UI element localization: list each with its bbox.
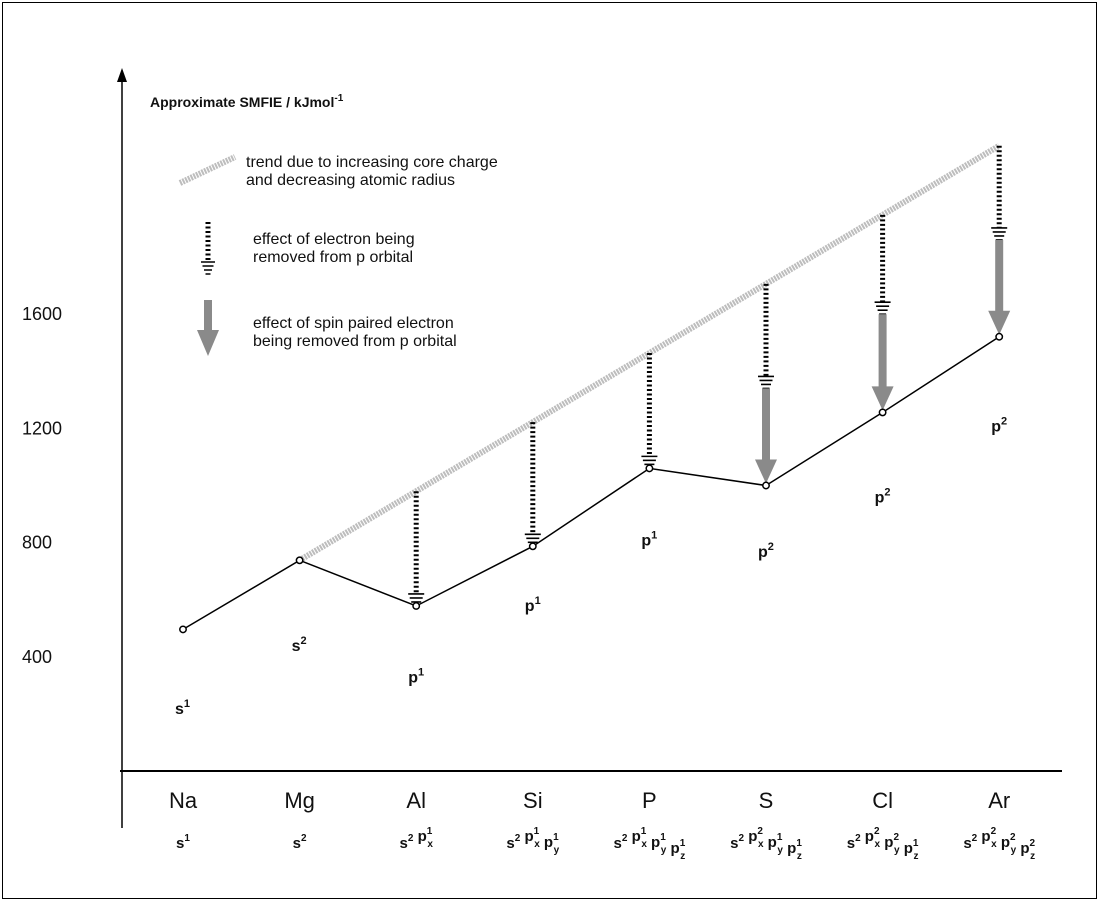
electron-configuration: s2 p2 x p2 y p1 z: [847, 826, 919, 862]
data-point: [528, 542, 537, 551]
electron-configuration: s2 p1 x p1 y: [506, 826, 559, 856]
y-axis-arrowhead: [117, 68, 127, 82]
y-tick-label: 800: [22, 533, 52, 553]
spin-paired-effect-arrow: [988, 239, 1011, 335]
electron-configuration: s2 p2 x p1 y p1 z: [730, 826, 802, 862]
electron-configuration: s2 p1 x: [400, 826, 434, 852]
solid-arrow-head: [988, 310, 1011, 335]
x-category-label: Mg: [284, 788, 315, 813]
electron-configuration: s2 p2 x p2 y p2 z: [963, 826, 1035, 862]
spin-paired-effect-arrow: [755, 388, 777, 484]
x-category-label: P: [642, 788, 657, 813]
solid-arrow-head: [755, 459, 777, 484]
legend-spin-paired-swatch: [197, 300, 219, 356]
electron-configuration: s2: [293, 833, 307, 852]
spin-paired-effect-arrow: [871, 314, 894, 411]
p-orbital-effect-arrow: [408, 491, 425, 607]
x-category-label: Cl: [872, 788, 893, 813]
solid-arrow-shaft: [878, 314, 887, 389]
legend-solid-head: [197, 330, 219, 356]
solid-arrow-head: [871, 386, 894, 411]
p-orbital-effect-arrow: [641, 353, 658, 470]
point-label: p1: [641, 529, 657, 549]
point-label: p2: [991, 415, 1007, 435]
data-point: [995, 332, 1004, 341]
electron-configuration: s1: [176, 833, 190, 852]
data-point: [412, 602, 421, 610]
p-orbital-effect-arrow: [874, 214, 891, 316]
legend-spin-paired-text: being removed from p orbital: [253, 333, 457, 350]
x-category-label: Ar: [988, 788, 1010, 813]
p-orbital-effect-arrow: [524, 422, 541, 548]
legend-spin-paired-text: effect of spin paired electron: [253, 315, 454, 332]
p-orbital-effect-arrow: [991, 145, 1008, 241]
y-tick-label: 1600: [22, 304, 62, 324]
series-line: [182, 336, 1000, 631]
electron-configuration: s2 p1 x p1 y p1 z: [614, 826, 686, 862]
legend-trend-text: trend due to increasing core charge: [246, 154, 498, 171]
data-point: [295, 556, 304, 565]
legend-trend-text: and decreasing atomic radius: [246, 172, 455, 189]
point-label: s1: [175, 698, 190, 718]
legend-p-orbital-text: effect of electron being: [253, 231, 415, 248]
data-point: [179, 625, 187, 634]
p-orbital-effect-arrow: [758, 283, 774, 390]
solid-arrow-shaft: [762, 388, 770, 462]
ionisation-energy-series: [179, 332, 1004, 634]
point-label: p1: [525, 595, 541, 615]
y-tick-label: 1200: [22, 418, 62, 438]
x-category-labels: Na Mg Al Si P S Cl Ar: [169, 788, 1010, 813]
x-category-label: Si: [523, 788, 543, 813]
x-category-label: Al: [406, 788, 426, 813]
point-label: p1: [408, 666, 424, 686]
point-labels: s1 s2 p1 p1 p1 p2 p2 p2: [175, 415, 1007, 718]
data-point: [762, 481, 770, 490]
axes: 400 800 1200 1600: [22, 68, 1062, 828]
data-point: [878, 408, 887, 417]
point-label: p2: [758, 541, 774, 561]
x-category-label: S: [759, 788, 774, 813]
legend-p-orbital-text: removed from p orbital: [253, 249, 413, 266]
chart-title: Approximate SMFIE / kJmol-1: [150, 93, 344, 110]
y-tick-label: 400: [22, 647, 52, 667]
effect-arrows: [408, 145, 1011, 607]
solid-arrow-shaft: [995, 239, 1004, 313]
legend-p-orbital-swatch: [201, 222, 215, 275]
data-point: [645, 464, 654, 473]
point-label: p2: [875, 487, 891, 507]
x-category-label: Na: [169, 788, 198, 813]
point-label: s2: [292, 635, 307, 655]
electron-configurations: s1 s2 s2 p1 x s2 p1 x p1 y s2 p1 x p1 y p1 z s2 p2 x…: [176, 826, 1035, 862]
legend-solid-shaft: [204, 300, 212, 332]
legend-trend-swatch: [178, 154, 237, 186]
